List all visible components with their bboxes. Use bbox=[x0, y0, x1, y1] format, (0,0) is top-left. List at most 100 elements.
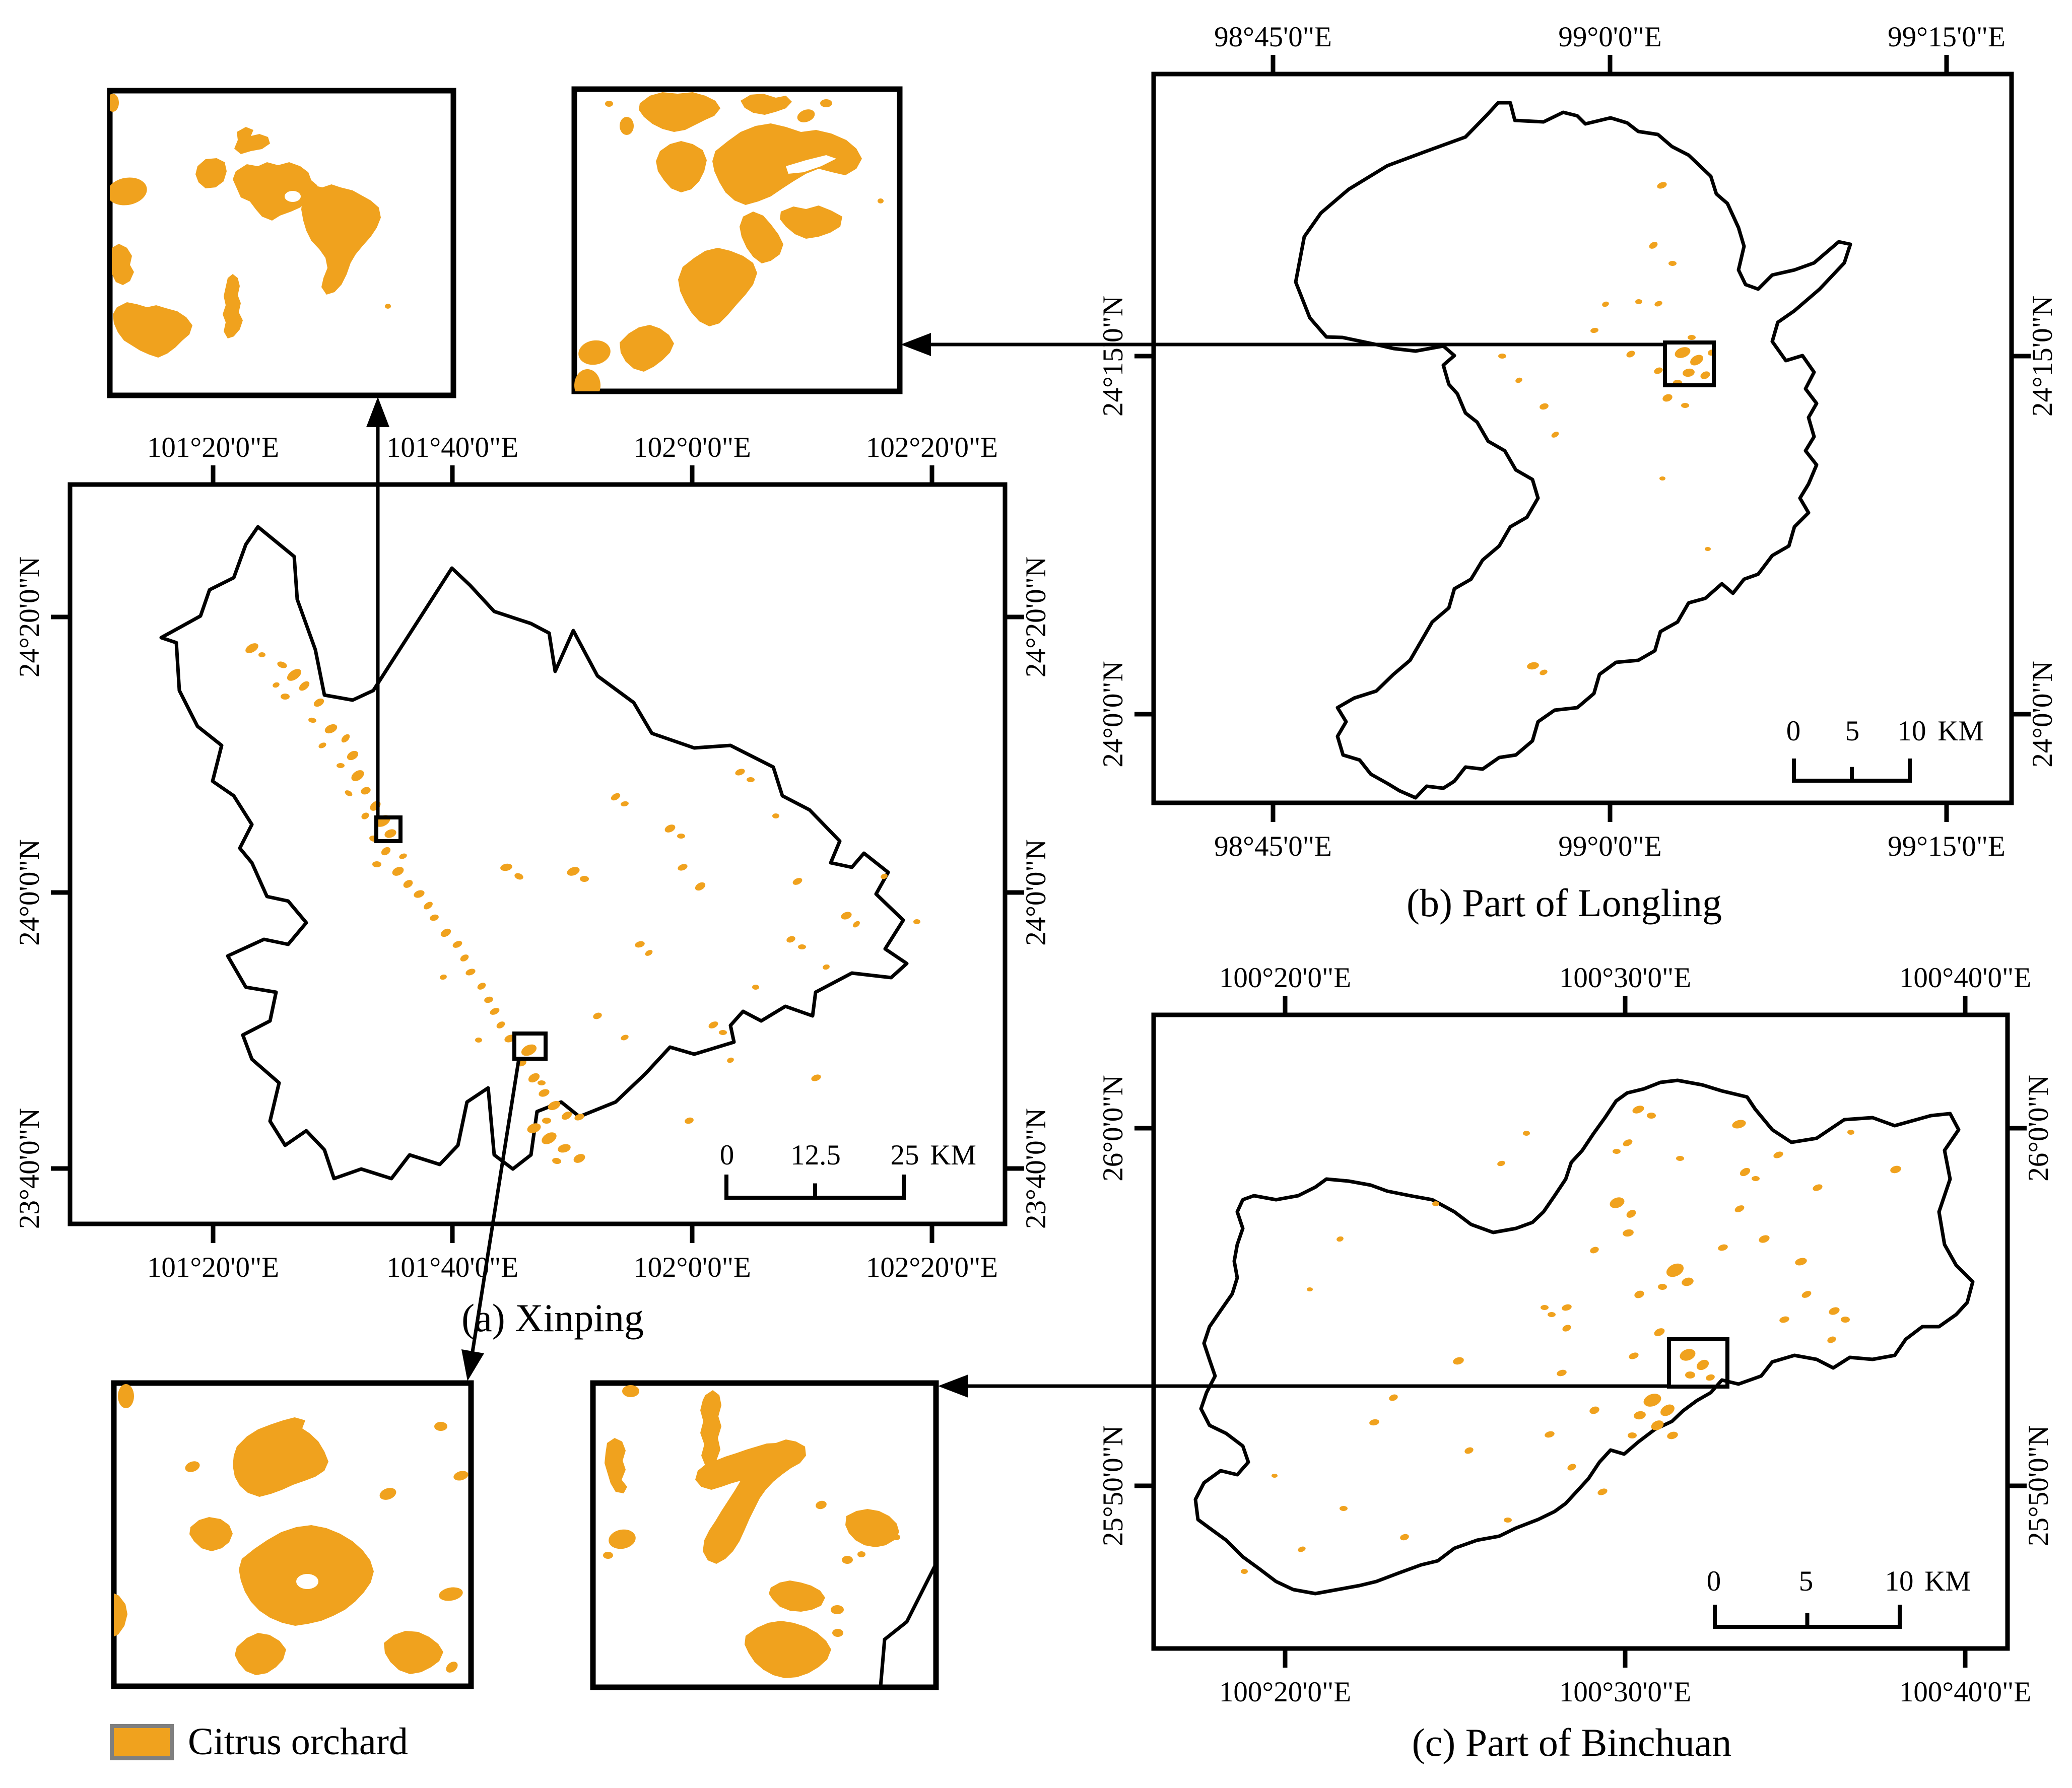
longling-lon-label-top: 98°45'0"E bbox=[1214, 21, 1332, 53]
citrus-patch bbox=[1635, 299, 1642, 304]
citrus-patch bbox=[740, 212, 783, 263]
citrus-patch bbox=[384, 1631, 443, 1674]
citrus-patch bbox=[484, 996, 493, 1003]
citrus-patch bbox=[664, 824, 676, 833]
citrus-patch bbox=[542, 1118, 551, 1124]
citrus-patch bbox=[1682, 1277, 1694, 1286]
citrus-patch bbox=[622, 1385, 639, 1397]
citrus-patch bbox=[1597, 1488, 1608, 1495]
citrus-patch bbox=[538, 1080, 546, 1085]
citrus-patch bbox=[735, 769, 745, 776]
binchuan-scalebar-label: 5 bbox=[1799, 1565, 1814, 1597]
citrus-patch bbox=[114, 1593, 127, 1637]
citrus-patch bbox=[1307, 1287, 1313, 1291]
citrus-patch bbox=[110, 177, 147, 205]
map-panel-longling: 98°45'0"E 98°45'0"E 99°0'0"E 99°0'0"E 99°15'… bbox=[1097, 21, 2058, 862]
citrus-patch bbox=[351, 770, 364, 781]
citrus-patch bbox=[797, 109, 815, 122]
citrus-patch bbox=[1734, 1205, 1745, 1212]
binchuan-frame bbox=[1151, 1012, 2010, 1651]
citrus-patch bbox=[1705, 547, 1711, 551]
citrus-patch bbox=[1676, 1156, 1684, 1161]
citrus-patch bbox=[281, 694, 290, 700]
citrus-patch bbox=[465, 969, 476, 976]
longling-lat-label-right: 24°0'0"N bbox=[2027, 661, 2058, 768]
citrus-patch bbox=[434, 1422, 447, 1431]
citrus-patch bbox=[440, 928, 451, 937]
citrus-patch bbox=[769, 1580, 825, 1612]
zoom-c-boundary-line bbox=[879, 1563, 936, 1687]
citrus-patch bbox=[361, 812, 369, 819]
xinping-lat-label-right: 24°20'0"N bbox=[1020, 557, 1052, 677]
citrus-patch bbox=[811, 1074, 821, 1081]
citrus-patch bbox=[1498, 354, 1506, 359]
citrus-patch bbox=[1685, 1371, 1695, 1379]
citrus-patch bbox=[620, 117, 634, 135]
citrus-patch bbox=[233, 1417, 328, 1497]
citrus-patch bbox=[112, 244, 134, 285]
citrus-patch bbox=[1562, 1325, 1571, 1332]
binchuan-lon-label-top: 100°20'0"E bbox=[1219, 962, 1351, 994]
xinping-scalebar-label: KM bbox=[930, 1139, 976, 1171]
citrus-patch bbox=[1557, 1369, 1567, 1377]
citrus-patch bbox=[1628, 1432, 1637, 1438]
citrus-patch bbox=[1660, 1404, 1675, 1416]
citrus-patch bbox=[118, 1384, 134, 1408]
arrow-a-north-head bbox=[366, 397, 389, 427]
citrus-patch bbox=[345, 790, 353, 796]
citrus-patch bbox=[1623, 1229, 1634, 1237]
citrus-patch bbox=[678, 864, 688, 871]
longling-frame bbox=[1151, 72, 2014, 805]
citrus-patch bbox=[1464, 1447, 1474, 1454]
citrus-patch bbox=[1667, 1431, 1678, 1439]
citrus-patch bbox=[1654, 1328, 1665, 1336]
citrus-patch bbox=[1662, 394, 1673, 402]
citrus-patch bbox=[1690, 355, 1703, 366]
citrus-patch bbox=[460, 954, 469, 961]
longling-lat-label-left: 24°0'0"N bbox=[1097, 661, 1129, 768]
citrus-patch bbox=[1795, 1258, 1807, 1266]
citrus-patch bbox=[857, 1551, 865, 1557]
zoom-c-content bbox=[603, 1385, 936, 1687]
arrow-b-head bbox=[901, 333, 931, 356]
citrus-patch bbox=[677, 834, 685, 839]
citrus-patch bbox=[719, 1030, 727, 1035]
citrus-patch bbox=[273, 682, 280, 688]
citrus-patch bbox=[414, 890, 425, 898]
citrus-patch bbox=[1336, 1236, 1344, 1242]
citrus-patch bbox=[1658, 1284, 1667, 1290]
longling-scalebar bbox=[1792, 759, 1912, 783]
xinping-zoom-extent-2 bbox=[512, 1031, 548, 1061]
xinping-lat-label-left: 24°0'0"N bbox=[14, 839, 45, 946]
citrus-patch bbox=[1696, 1359, 1709, 1370]
citrus-patch bbox=[752, 985, 759, 990]
xinping-lat-label-right: 24°0'0"N bbox=[1020, 839, 1052, 946]
citrus-patch bbox=[567, 867, 580, 876]
citrus-patch bbox=[258, 652, 265, 657]
citrus-patch bbox=[384, 829, 396, 838]
citrus-patch bbox=[1632, 1106, 1644, 1114]
citrus-patch bbox=[1298, 1546, 1306, 1552]
citrus-patch bbox=[392, 867, 404, 876]
citrus-patch bbox=[1589, 1406, 1599, 1414]
citrus-patch bbox=[558, 1144, 571, 1153]
citrus-patch bbox=[1829, 1307, 1840, 1315]
citrus-patch bbox=[1649, 242, 1658, 249]
citrus-patch bbox=[621, 1035, 629, 1041]
citrus-patch bbox=[223, 274, 243, 338]
citrus-patch bbox=[542, 1132, 557, 1144]
citrus-patch bbox=[381, 847, 391, 856]
citrus-patch bbox=[820, 99, 832, 107]
citrus-patch bbox=[574, 369, 600, 391]
citrus-patch bbox=[430, 914, 439, 921]
citrus-patch bbox=[1732, 1120, 1746, 1129]
caption-xinping: (a) Xinping bbox=[461, 1296, 644, 1340]
citrus-patch bbox=[913, 919, 920, 924]
citrus-patch bbox=[831, 1605, 844, 1614]
citrus-patch bbox=[798, 944, 806, 949]
citrus-patch bbox=[1567, 1464, 1576, 1471]
citrus-patch bbox=[185, 1461, 200, 1472]
citrus-patch bbox=[1680, 1349, 1696, 1361]
xinping-scalebar-label: 0 bbox=[720, 1139, 734, 1171]
binchuan-scalebar bbox=[1713, 1605, 1902, 1629]
